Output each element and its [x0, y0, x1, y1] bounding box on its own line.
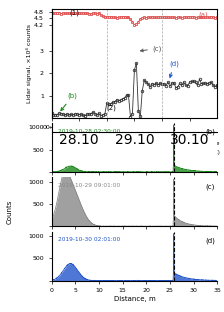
- Text: 2019-10-29 09:01:00: 2019-10-29 09:01:00: [58, 183, 121, 188]
- Text: (UTC): (UTC): [206, 150, 221, 155]
- Text: (b): (b): [205, 129, 215, 135]
- X-axis label: Distance, m: Distance, m: [114, 296, 155, 302]
- Text: (a): (a): [199, 12, 209, 18]
- Y-axis label: Lidar signal, ×10⁴ counts: Lidar signal, ×10⁴ counts: [26, 24, 32, 103]
- Text: (c): (c): [205, 183, 215, 190]
- Text: (1): (1): [69, 9, 80, 16]
- Text: (d): (d): [205, 237, 215, 244]
- Text: 2019-10-28 02:30:00: 2019-10-28 02:30:00: [58, 129, 121, 134]
- Text: 2019-10-30 02:01:00: 2019-10-30 02:01:00: [58, 237, 121, 242]
- Text: (d): (d): [169, 61, 179, 77]
- Text: (2): (2): [106, 105, 116, 111]
- Text: Counts: Counts: [7, 200, 13, 224]
- Text: (b): (b): [61, 93, 78, 110]
- Text: Time: Time: [206, 141, 219, 146]
- Text: (c): (c): [140, 45, 162, 52]
